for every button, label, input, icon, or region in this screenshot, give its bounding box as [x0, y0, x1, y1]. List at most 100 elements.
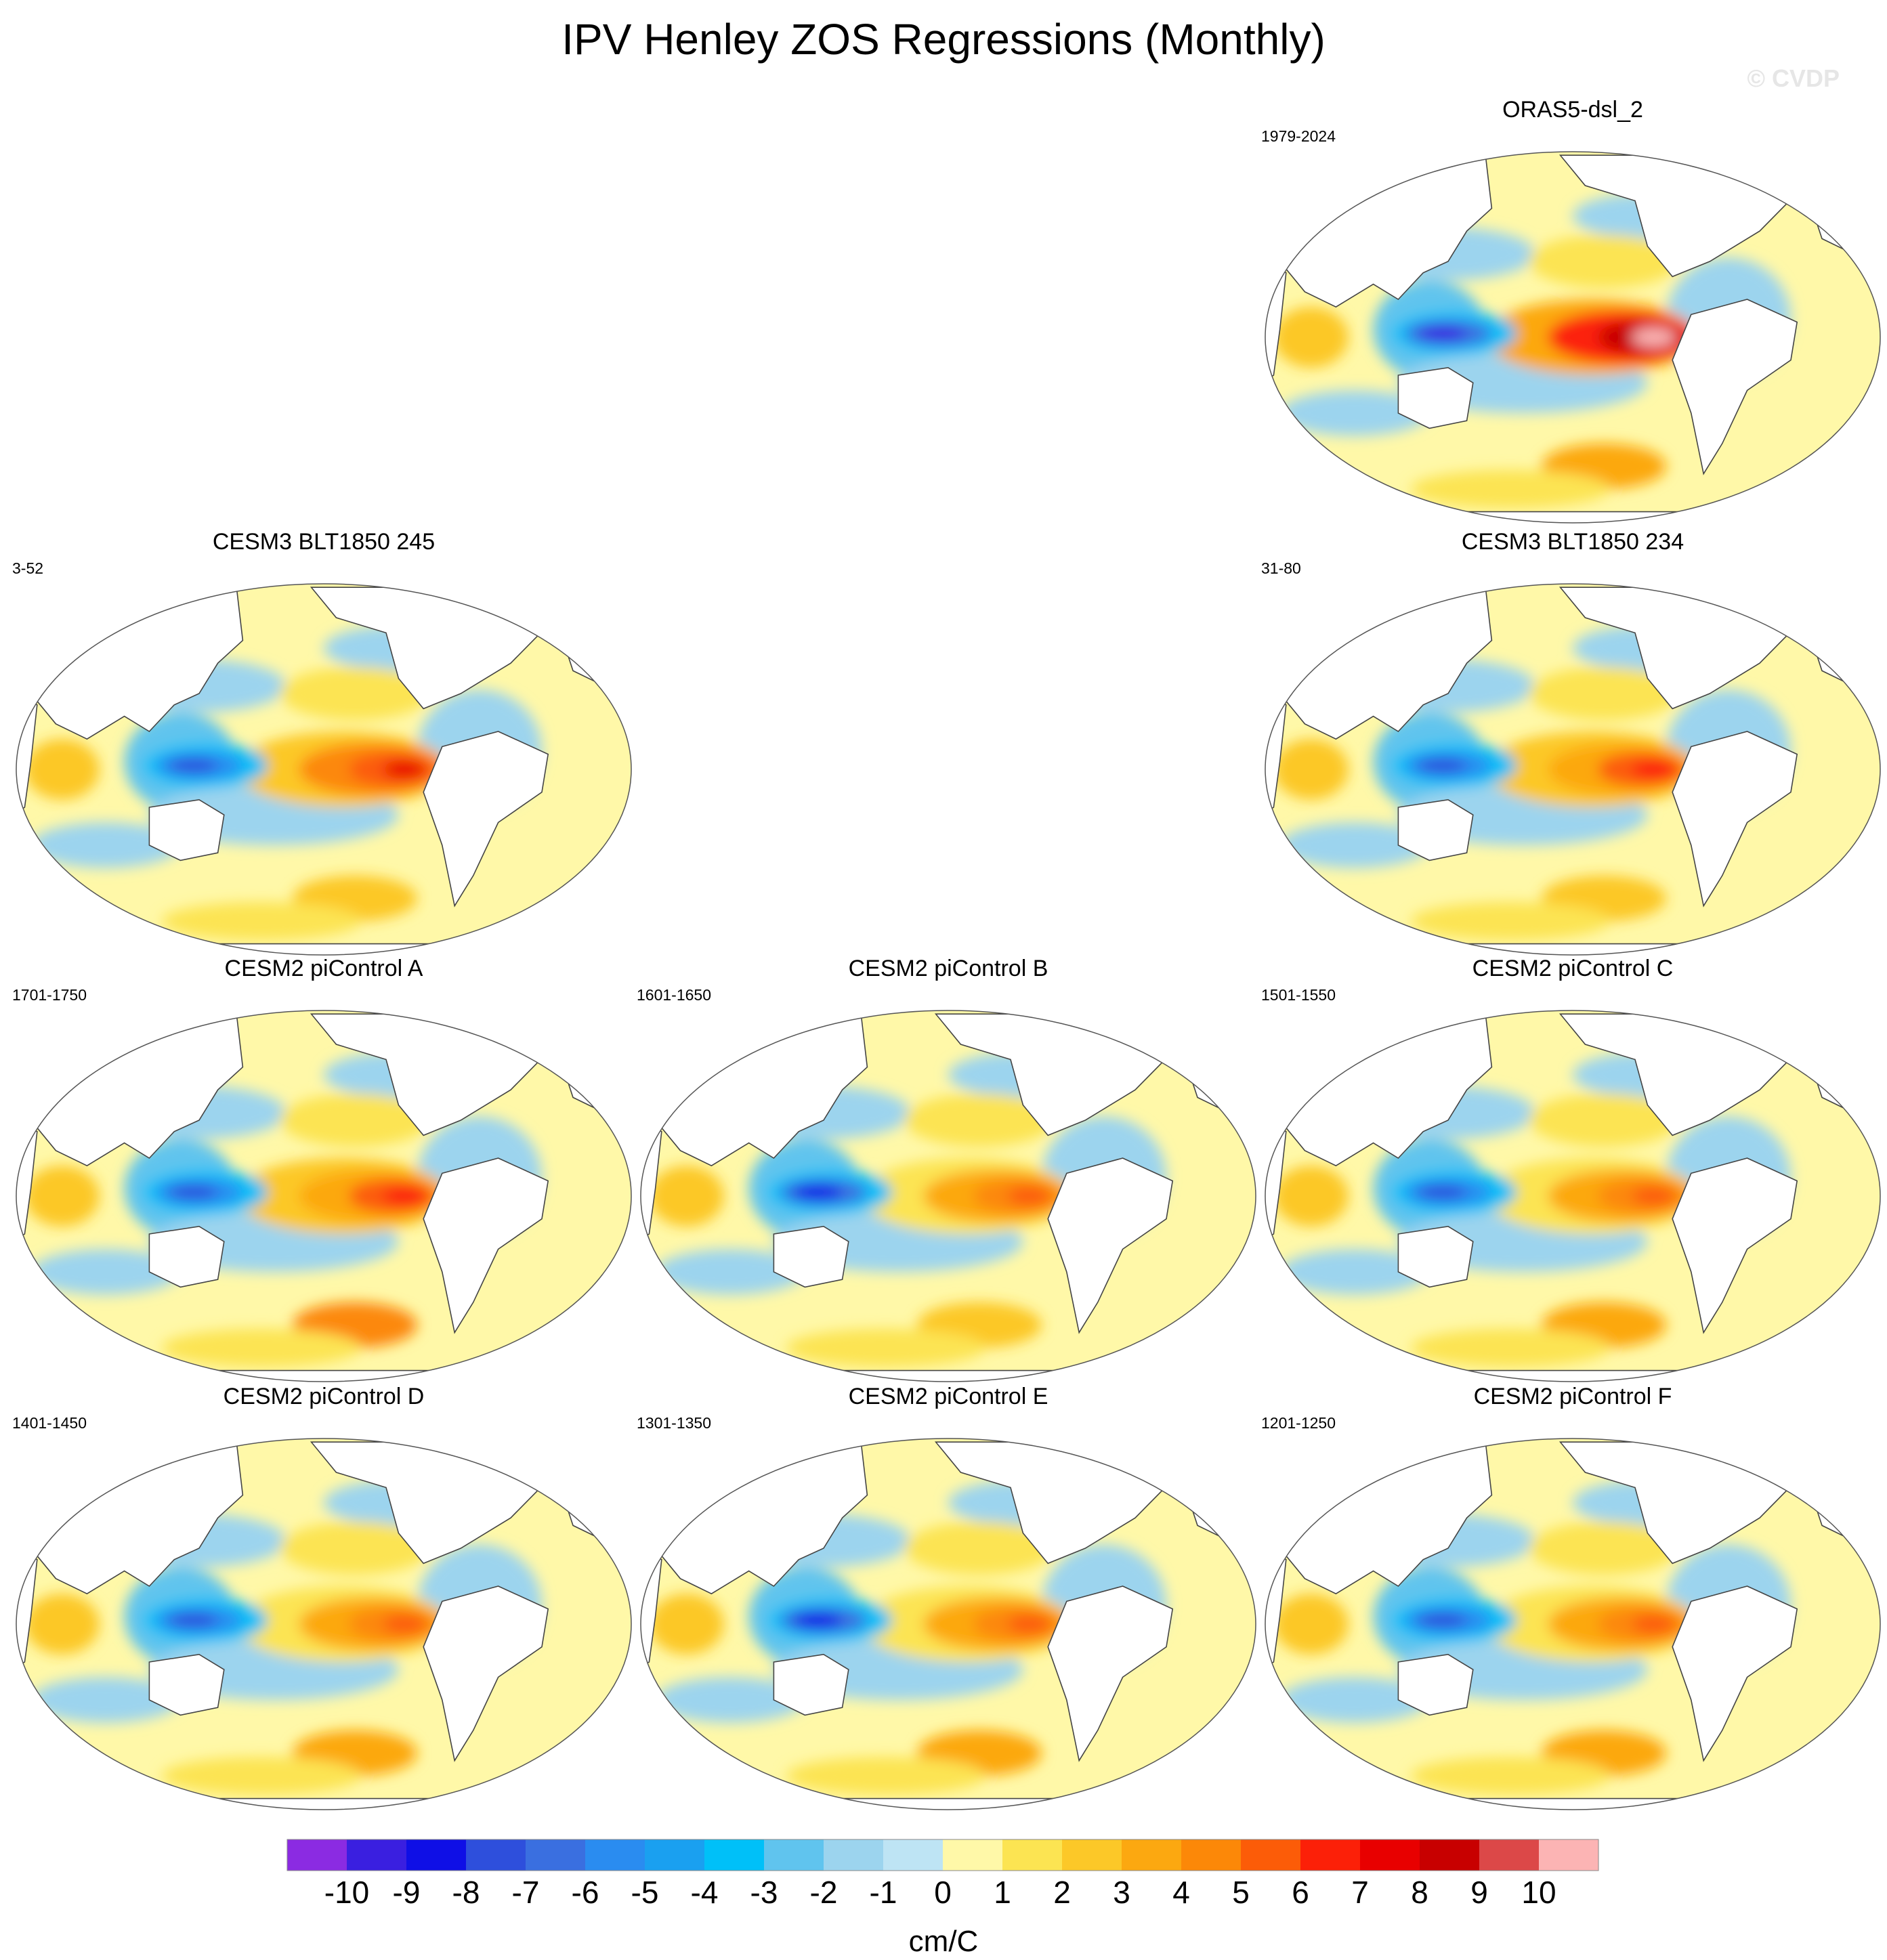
south-america-landmass — [1047, 1157, 1174, 1334]
colorbar-tick-label: -10 — [324, 1875, 369, 1910]
southern-ocean-positive — [786, 1329, 986, 1367]
colorbar-swatch — [1002, 1839, 1063, 1871]
map-border — [1265, 151, 1881, 524]
eq-cold-core — [1417, 326, 1467, 341]
indian-ocean-positive — [24, 1166, 100, 1227]
eq-warm-core — [383, 760, 427, 779]
colorbar-tick-label: 10 — [1521, 1875, 1556, 1910]
australia-landmass — [148, 1653, 225, 1716]
colorbar-swatch — [1241, 1839, 1301, 1871]
indian-ocean-positive — [1273, 739, 1349, 800]
indian-ocean-positive — [24, 739, 100, 800]
panel-period: 1301-1350 — [637, 1414, 711, 1432]
colorbar-tick-label: -8 — [452, 1875, 480, 1910]
colorbar-swatch — [704, 1839, 765, 1871]
southern-ocean-positive — [161, 902, 362, 940]
map-cesm2-e — [640, 1438, 1256, 1810]
south-america-landmass — [423, 1157, 549, 1334]
colorbar-tick-label: 8 — [1411, 1875, 1428, 1910]
eq-warm-core — [1632, 1187, 1676, 1206]
australia-landmass — [148, 1225, 225, 1288]
colorbar-swatch — [466, 1839, 526, 1871]
colorbar-tick-label: -5 — [631, 1875, 659, 1910]
map-cesm2-c — [1265, 1010, 1881, 1382]
eq-warm-core — [1632, 328, 1676, 347]
panel-period: 1601-1650 — [637, 986, 711, 1004]
map-panel-cesm2-f: CESM2 piControl F 1201-1250 — [1261, 1382, 1884, 1815]
panel-period: 1201-1250 — [1261, 1414, 1336, 1432]
map-cesm2-f — [1265, 1438, 1881, 1810]
southern-indian-negative — [1279, 1677, 1430, 1723]
colorbar-outline — [287, 1839, 1599, 1871]
colorbar-tick-label: -6 — [572, 1875, 599, 1910]
colorbar-swatch — [1300, 1839, 1361, 1871]
panel-title: CESM2 piControl E — [848, 1384, 1048, 1409]
panel-title: CESM2 piControl B — [848, 956, 1048, 981]
eq-cold-core — [167, 1185, 218, 1200]
watermark: © CVDP — [1747, 64, 1840, 92]
colorbar-swatch — [1539, 1839, 1599, 1871]
colorbar-swatch — [1420, 1839, 1480, 1871]
map-border — [640, 1438, 1256, 1810]
map-border — [16, 583, 632, 956]
map-panel-oras5: ORAS5-dsl_2 1979-2024 — [1261, 95, 1884, 528]
panel-period: 3-52 — [12, 559, 44, 577]
panel-title: CESM2 piControl C — [1472, 956, 1674, 981]
eq-cold-core — [1417, 1185, 1467, 1200]
southern-ocean-positive — [161, 1757, 362, 1795]
eq-cold-core — [792, 1185, 843, 1200]
indian-ocean-positive — [1273, 1166, 1349, 1227]
map-panel-cesm2-a: CESM2 piControl A 1701-1750 — [12, 954, 635, 1387]
map-border — [1265, 1010, 1881, 1382]
southern-ocean-positive — [1410, 1757, 1611, 1795]
panel-period: 1979-2024 — [1261, 127, 1336, 145]
australia-landmass — [148, 798, 225, 861]
panel-period: 1401-1450 — [12, 1414, 87, 1432]
eq-warm-core — [383, 1187, 427, 1206]
australia-landmass — [1397, 1225, 1474, 1288]
indian-ocean-positive — [649, 1166, 724, 1227]
colorbar-tick-label: 3 — [1113, 1875, 1130, 1910]
eq-warm-core — [1632, 1615, 1676, 1634]
indian-ocean-positive — [649, 1594, 724, 1655]
colorbar-tick-label: -1 — [870, 1875, 897, 1910]
colorbar-tick-label: -9 — [393, 1875, 421, 1910]
panel-title: CESM2 piControl D — [223, 1384, 425, 1409]
colorbar-swatch — [943, 1839, 1003, 1871]
northeast-pacific-positive — [280, 1093, 430, 1147]
southern-ocean-positive — [1410, 1329, 1611, 1367]
eq-warm-core — [383, 1615, 427, 1634]
colorbar-tick-label: -3 — [750, 1875, 778, 1910]
colorbar-tick-label: 7 — [1351, 1875, 1369, 1910]
colorbar-swatch — [585, 1839, 645, 1871]
panel-title: ORAS5-dsl_2 — [1502, 97, 1643, 123]
map-panel-cesm2-c: CESM2 piControl C 1501-1550 — [1261, 954, 1884, 1387]
panel-period: 1701-1750 — [12, 986, 87, 1004]
southern-indian-negative — [1279, 1249, 1430, 1295]
south-america-landmass — [1672, 731, 1798, 908]
southern-indian-negative — [1279, 822, 1430, 868]
colorbar-swatch — [1181, 1839, 1242, 1871]
northeast-pacific-positive — [904, 1521, 1055, 1575]
map-cesm3-234 — [1265, 583, 1881, 956]
colorbar-tick-label: 6 — [1292, 1875, 1309, 1910]
south-america-landmass — [1047, 1585, 1174, 1762]
map-panel-cesm2-d: CESM2 piControl D 1401-1450 — [12, 1382, 635, 1815]
south-america-landmass — [423, 1585, 549, 1762]
map-panel-cesm2-e: CESM2 piControl E 1301-1350 — [637, 1382, 1260, 1815]
colorbar-tick-label: -7 — [512, 1875, 540, 1910]
map-border — [640, 1010, 1256, 1382]
anomaly-field — [649, 1480, 1166, 1795]
colorbar-swatch — [1479, 1839, 1540, 1871]
southern-indian-negative — [30, 822, 181, 868]
australia-landmass — [773, 1653, 849, 1716]
northeast-pacific-positive — [1529, 1093, 1679, 1147]
map-border — [16, 1010, 632, 1382]
colorbar-swatch — [764, 1839, 824, 1871]
panel-period: 1501-1550 — [1261, 986, 1336, 1004]
south-america-landmass — [423, 731, 549, 908]
eq-cold-core — [792, 1613, 843, 1628]
panel-title: CESM3 BLT1850 234 — [1461, 529, 1684, 555]
panel-title: CESM2 piControl F — [1473, 1384, 1672, 1409]
